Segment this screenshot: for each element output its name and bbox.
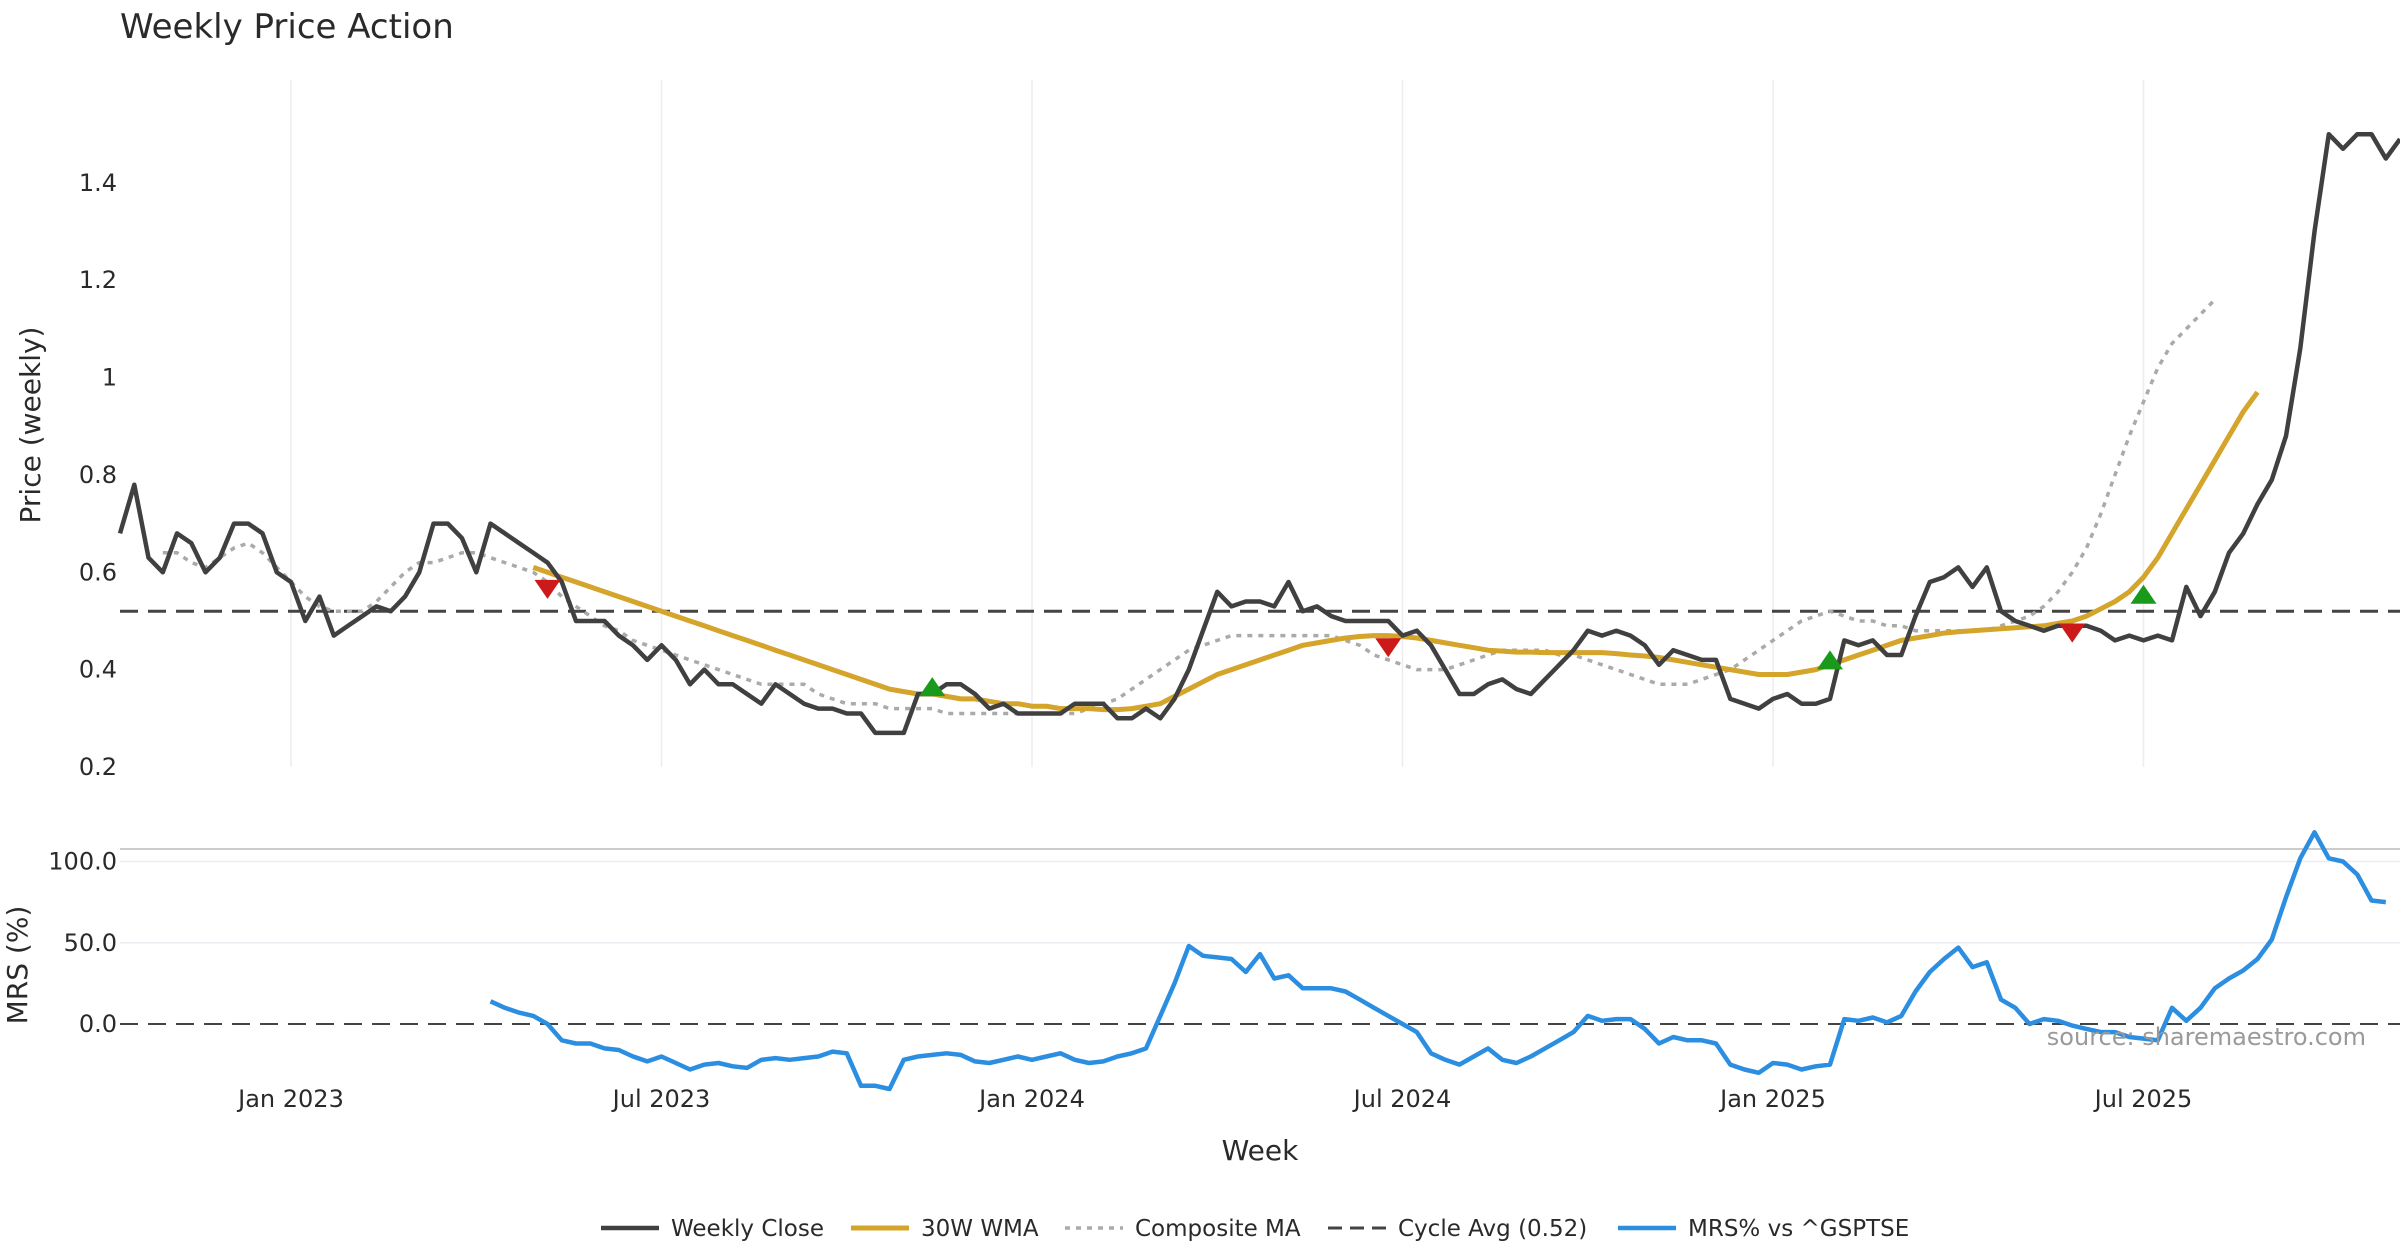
- bottom-y-axis-ticks: 0.0 50.0 100.0: [48, 848, 117, 1039]
- y-tick-label: 0.0: [79, 1010, 117, 1038]
- bottom-gridlines: [120, 860, 2400, 944]
- x-tick-label: Jan 2025: [1718, 1085, 1826, 1113]
- x-tick-label: Jan 2023: [236, 1085, 344, 1113]
- legend-mrs: MRS% vs ^GSPTSE: [1618, 1216, 1909, 1242]
- wma-30w-line: [532, 390, 2260, 713]
- sell-signal-marker: [2059, 623, 2086, 643]
- legend-label: Cycle Avg (0.52): [1398, 1216, 1587, 1242]
- y-tick-label: 1: [102, 364, 117, 392]
- legend-label: 30W WMA: [921, 1216, 1039, 1242]
- x-axis-ticks: Jan 2023 Jul 2023 Jan 2024 Jul 2024 Jan 2025…: [236, 1085, 2192, 1113]
- weekly-close-line: [117, 131, 2400, 736]
- x-axis-label: Week: [1222, 1134, 1299, 1167]
- y-tick-label: 0.2: [79, 753, 117, 781]
- y-tick-label: 100.0: [48, 848, 117, 876]
- buy-signal-marker: [1817, 650, 1843, 670]
- sell-signal-marker: [534, 579, 561, 599]
- y-tick-label: 0.4: [79, 656, 117, 684]
- y-axis-label-price: Price (weekly): [14, 327, 47, 524]
- x-tick-label: Jul 2024: [1352, 1085, 1452, 1113]
- legend-wma-30w: 30W WMA: [851, 1216, 1039, 1242]
- top-gridlines: [290, 80, 2145, 767]
- x-tick-label: Jan 2024: [977, 1085, 1085, 1113]
- legend-cycle-avg: Cycle Avg (0.52): [1328, 1216, 1587, 1242]
- chart-title: Weekly Price Action: [120, 7, 454, 47]
- sell-signal-marker: [1375, 638, 1402, 658]
- top-y-axis-ticks: 0.2 0.4 0.6 0.8 1 1.2 1.4: [79, 169, 117, 781]
- x-tick-label: Jul 2023: [611, 1085, 711, 1113]
- y-tick-label: 1.4: [79, 169, 117, 197]
- y-axis-label-mrs: MRS (%): [1, 906, 34, 1025]
- legend: Weekly Close 30W WMA Composite MA Cycle Avg…: [601, 1216, 1909, 1242]
- buy-signal-marker: [2130, 584, 2157, 604]
- legend-label: Composite MA: [1135, 1216, 1301, 1242]
- x-tick-label: Jul 2025: [2093, 1085, 2193, 1113]
- y-tick-label: 50.0: [64, 929, 117, 957]
- source-note: source: sharemaestro.com: [2047, 1023, 2366, 1051]
- y-tick-label: 1.2: [79, 266, 117, 294]
- y-tick-label: 0.6: [79, 558, 117, 586]
- legend-weekly-close: Weekly Close: [601, 1216, 824, 1242]
- legend-label: MRS% vs ^GSPTSE: [1688, 1216, 1909, 1242]
- legend-composite-ma: Composite MA: [1065, 1216, 1301, 1242]
- legend-label: Weekly Close: [671, 1216, 824, 1242]
- mrs-line: [489, 830, 2387, 1092]
- composite-ma-line: [162, 298, 2217, 716]
- signal-markers: [534, 579, 2157, 697]
- buy-signal-marker: [919, 677, 946, 697]
- y-tick-label: 0.8: [79, 461, 117, 489]
